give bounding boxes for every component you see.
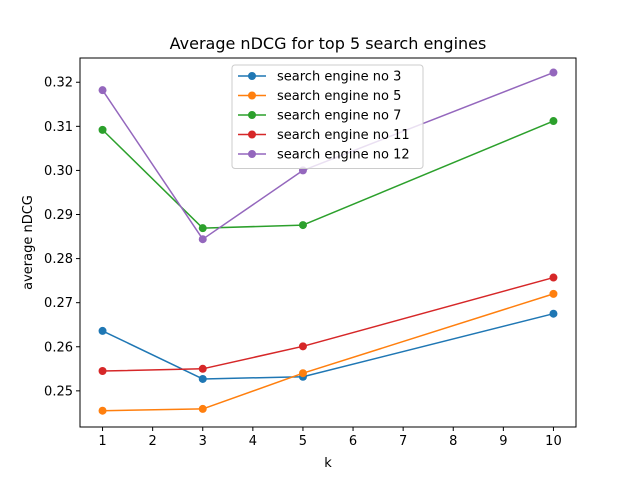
x-tick-label: 3 [199,434,207,449]
data-point [298,369,307,378]
legend-label: search engine no 3 [277,70,401,85]
legend-swatch-marker [248,91,256,100]
data-point [98,125,107,134]
x-tick-label: 6 [349,434,357,449]
legend-box [231,64,424,169]
data-point [298,342,307,351]
y-tick-label: 0.32 [44,76,73,91]
data-point [549,289,558,298]
x-tick-label: 4 [249,434,257,449]
y-axis-label: average nDCG [21,195,36,290]
legend-label: search engine no 7 [277,109,401,124]
y-tick-label: 0.26 [44,340,73,355]
data-point [198,235,207,244]
legend-swatch-marker [248,130,256,139]
data-point [549,309,558,318]
axes-frame [79,57,577,428]
y-tick-label: 0.27 [44,296,73,311]
series-line [102,276,554,372]
data-point [198,364,207,373]
legend-swatch-marker [248,72,256,80]
y-tick-label: 0.31 [44,120,73,135]
legend-swatch-marker [248,150,256,158]
series-line [102,293,554,412]
y-tick-label: 0.29 [44,208,73,223]
data-point [549,273,558,282]
x-axis-label: k [324,456,332,471]
legend: search engine no 3 search engine no 5 sear… [231,64,424,169]
data-point [198,374,207,383]
x-axis-ticks: 1 2 3 4 5 6 7 8 9 10 [98,427,562,449]
legend-swatch-marker [248,111,256,119]
series-group [98,289,558,415]
data-point [298,221,307,230]
data-point [198,404,207,413]
series-line [102,120,554,229]
y-tick-label: 0.25 [44,384,73,399]
series-line [101,71,554,240]
x-tick-label: 10 [545,434,562,449]
x-tick-label: 1 [98,434,106,449]
data-point [98,367,107,376]
series-group [98,273,558,376]
series-line [102,312,554,380]
y-axis-ticks: 0.25 0.26 0.27 0.28 0.29 0.30 0.31 0.32 [44,76,80,399]
legend-label: search engine no 5 [277,89,401,104]
data-point [98,406,107,415]
series-group [98,117,558,233]
y-tick-label: 0.28 [44,252,73,267]
series-group [98,309,558,383]
x-tick-label: 8 [449,434,457,449]
legend-label: search engine no 11 [277,128,410,143]
data-point [549,68,558,77]
x-tick-label: 5 [299,434,307,449]
x-tick-label: 7 [399,434,407,449]
legend-label: search engine no 12 [277,148,410,163]
x-tick-label: 9 [499,434,507,449]
data-point [549,117,558,126]
x-tick-label: 2 [149,434,157,449]
data-point [98,326,107,335]
data-point [98,86,107,95]
y-tick-label: 0.30 [44,164,73,179]
chart-title: Average nDCG for top 5 search engines [170,34,487,53]
data-point [198,224,207,233]
